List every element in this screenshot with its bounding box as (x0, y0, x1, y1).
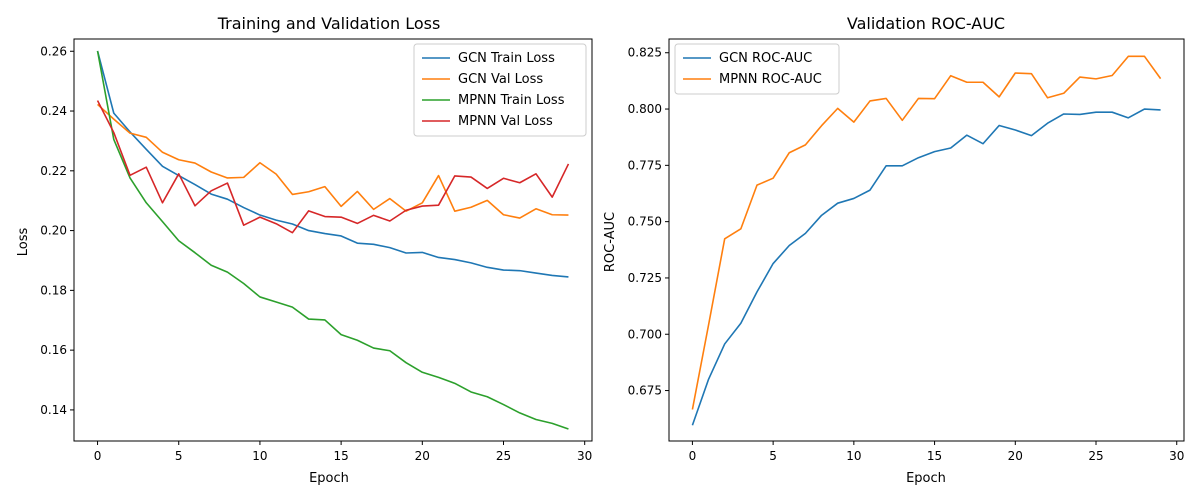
loss-plot-frame (73, 38, 593, 442)
gcn-val-loss-line (97, 103, 569, 219)
roc-auc-x-tick-label: 25 (1088, 449, 1103, 463)
loss-x-tick-label: 5 (175, 449, 183, 463)
mpnn-train-loss-line (96, 50, 569, 430)
mpnn-roc-auc-line (691, 55, 1162, 410)
mpnn-val-loss-line (96, 100, 570, 234)
mpnn-roc-auc-legend-label: MPNN ROC-AUC (719, 72, 822, 87)
loss-legend: GCN Train Loss GCN Val Loss MPNN Train Los… (413, 43, 587, 137)
loss-y-tick-label: 0.22 (40, 164, 67, 178)
roc-auc-y-tick-label: 0.700 (628, 327, 662, 341)
gcn-val-loss-legend-label: GCN Val Loss (458, 72, 543, 87)
gcn-train-loss-line (96, 50, 569, 278)
loss-x-axis-label: Epoch (309, 471, 349, 486)
loss-y-ticks: 0.14 0.16 0.18 0.20 0.22 0.24 0.26 (40, 44, 74, 417)
roc-auc-y-tick-label: 0.825 (628, 46, 662, 60)
roc-auc-x-tick-label: 15 (927, 449, 942, 463)
gcn-roc-auc-legend-label: GCN ROC-AUC (719, 51, 812, 66)
loss-x-tick-label: 20 (415, 449, 430, 463)
loss-x-tick-label: 25 (496, 449, 511, 463)
loss-lines (96, 50, 570, 430)
roc-auc-y-ticks: 0.675 0.700 0.725 0.750 0.775 0.800 0.825 (628, 46, 669, 398)
loss-y-tick-label: 0.20 (40, 224, 67, 238)
roc-auc-x-tick-label: 0 (689, 449, 697, 463)
mpnn-val-loss-legend-label: MPNN Val Loss (458, 114, 553, 129)
roc-auc-chart-title: Validation ROC-AUC (847, 14, 1005, 33)
roc-auc-plot-frame (668, 38, 1185, 442)
loss-panel: Training and Validation Loss Epoch Loss … (16, 14, 593, 486)
roc-auc-lines (691, 55, 1162, 426)
roc-auc-y-tick-label: 0.800 (628, 102, 662, 116)
roc-auc-x-tick-label: 20 (1008, 449, 1023, 463)
mpnn-train-loss-legend-label: MPNN Train Loss (458, 93, 565, 108)
roc-auc-y-tick-label: 0.750 (628, 215, 662, 229)
roc-auc-x-axis-label: Epoch (906, 471, 946, 486)
loss-x-tick-label: 10 (252, 449, 267, 463)
gcn-train-loss-legend-label: GCN Train Loss (458, 51, 555, 66)
roc-auc-x-tick-label: 10 (846, 449, 861, 463)
loss-y-tick-label: 0.16 (40, 343, 67, 357)
loss-y-tick-label: 0.26 (40, 44, 67, 58)
loss-x-ticks: 0 5 10 15 20 25 30 (94, 441, 592, 463)
loss-y-tick-label: 0.18 (40, 283, 67, 297)
loss-x-tick-label: 0 (94, 449, 102, 463)
loss-x-tick-label: 30 (577, 449, 592, 463)
loss-y-axis-label: Loss (16, 228, 31, 257)
roc-auc-y-axis-label: ROC-AUC (603, 212, 618, 272)
loss-chart-title: Training and Validation Loss (217, 14, 441, 33)
roc-auc-panel: Validation ROC-AUC Epoch ROC-AUC 0 5 10 15 2… (603, 14, 1185, 486)
roc-auc-x-tick-label: 30 (1169, 449, 1184, 463)
roc-auc-legend: GCN ROC-AUC MPNN ROC-AUC (674, 43, 840, 95)
loss-y-tick-label: 0.24 (40, 104, 67, 118)
loss-x-tick-label: 15 (333, 449, 348, 463)
roc-auc-y-tick-label: 0.725 (628, 271, 662, 285)
roc-auc-x-tick-label: 5 (769, 449, 777, 463)
loss-y-tick-label: 0.14 (40, 403, 67, 417)
loss-legend-box (413, 43, 587, 137)
roc-auc-x-ticks: 0 5 10 15 20 25 30 (689, 441, 1184, 463)
gcn-roc-auc-line (691, 108, 1161, 426)
roc-auc-legend-box (674, 43, 840, 95)
roc-auc-y-tick-label: 0.775 (628, 158, 662, 172)
roc-auc-y-tick-label: 0.675 (628, 384, 662, 398)
